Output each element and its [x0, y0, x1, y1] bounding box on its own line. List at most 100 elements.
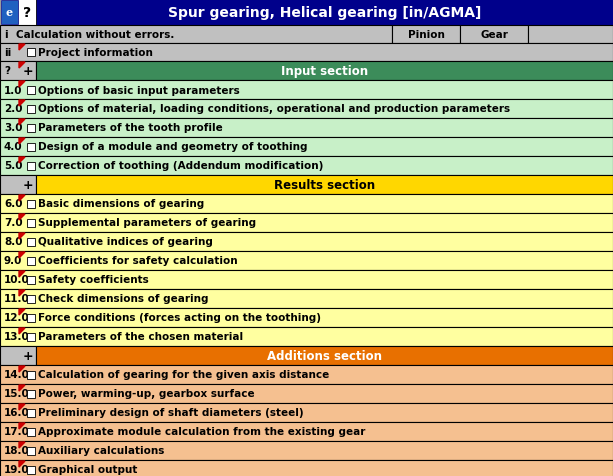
Text: Approximate module calculation from the existing gear: Approximate module calculation from the … — [38, 426, 365, 436]
Bar — [460, 26, 528, 44]
Text: +: + — [23, 349, 34, 362]
Polygon shape — [19, 45, 25, 51]
Text: Auxiliary calculations: Auxiliary calculations — [38, 446, 164, 456]
Text: 4.0: 4.0 — [4, 142, 23, 152]
Bar — [0, 441, 613, 460]
Text: 7.0: 7.0 — [4, 218, 23, 228]
Bar — [0, 365, 613, 384]
Text: 3.0: 3.0 — [4, 123, 23, 133]
Bar — [0, 384, 613, 403]
Bar — [0, 346, 36, 365]
Text: Additions section: Additions section — [267, 349, 382, 362]
Polygon shape — [19, 234, 25, 239]
Polygon shape — [19, 366, 25, 372]
Polygon shape — [19, 120, 25, 126]
Text: Options of basic input parameters: Options of basic input parameters — [38, 85, 240, 95]
Polygon shape — [19, 423, 25, 429]
Text: Safety coefficients: Safety coefficients — [38, 275, 149, 285]
Bar — [0, 119, 613, 138]
Text: Pinion: Pinion — [408, 30, 444, 40]
Bar — [0, 214, 613, 232]
Text: 15.0: 15.0 — [4, 389, 30, 399]
Text: ?: ? — [23, 6, 31, 20]
Polygon shape — [19, 82, 25, 88]
Bar — [0, 403, 613, 422]
Bar — [0, 308, 613, 327]
Bar — [0, 232, 613, 251]
Text: 2.0: 2.0 — [4, 104, 23, 114]
Text: 5.0: 5.0 — [4, 161, 23, 171]
Text: 10.0: 10.0 — [4, 275, 30, 285]
Text: Force conditions (forces acting on the toothing): Force conditions (forces acting on the t… — [38, 313, 321, 323]
Polygon shape — [19, 290, 25, 297]
Bar — [27, 333, 35, 341]
Bar — [27, 86, 35, 94]
Polygon shape — [19, 309, 25, 315]
Bar — [0, 0, 36, 26]
Bar — [392, 26, 460, 44]
Polygon shape — [19, 101, 25, 107]
Bar — [27, 49, 35, 57]
Polygon shape — [19, 461, 25, 467]
Text: Calculation of gearing for the given axis distance: Calculation of gearing for the given axi… — [38, 370, 329, 380]
Polygon shape — [19, 252, 25, 258]
Text: Graphical output: Graphical output — [38, 465, 137, 475]
Bar — [27, 124, 35, 132]
Text: Project information: Project information — [38, 48, 153, 58]
Bar — [27, 314, 35, 322]
Text: 9.0: 9.0 — [4, 256, 23, 266]
Bar — [528, 26, 613, 44]
Bar — [0, 138, 613, 157]
Bar — [27, 408, 35, 416]
Text: Power, warming-up, gearbox surface: Power, warming-up, gearbox surface — [38, 389, 254, 399]
Bar — [27, 143, 35, 151]
Text: +: + — [23, 65, 34, 78]
Polygon shape — [19, 139, 25, 145]
Polygon shape — [19, 158, 25, 164]
Text: Supplemental parameters of gearing: Supplemental parameters of gearing — [38, 218, 256, 228]
Bar — [27, 219, 35, 227]
Text: Design of a module and geometry of toothing: Design of a module and geometry of tooth… — [38, 142, 308, 152]
Text: 1.0: 1.0 — [4, 85, 23, 95]
Text: 6.0: 6.0 — [4, 199, 23, 209]
Bar — [36, 176, 613, 195]
Bar — [27, 466, 35, 474]
Text: Calculation without errors.: Calculation without errors. — [16, 30, 174, 40]
Polygon shape — [19, 271, 25, 278]
Text: 8.0: 8.0 — [4, 237, 23, 247]
Bar — [27, 446, 35, 455]
Bar — [27, 162, 35, 170]
Text: Coefficients for safety calculation: Coefficients for safety calculation — [38, 256, 238, 266]
Bar — [27, 200, 35, 208]
Bar — [0, 176, 36, 195]
Text: Check dimensions of gearing: Check dimensions of gearing — [38, 294, 208, 304]
Bar — [0, 157, 613, 176]
Bar — [27, 257, 35, 265]
Text: Gear: Gear — [480, 30, 508, 40]
Text: Options of material, loading conditions, operational and production parameters: Options of material, loading conditions,… — [38, 104, 510, 114]
Text: ii: ii — [4, 48, 11, 58]
Text: +: + — [23, 178, 34, 192]
Bar — [27, 276, 35, 284]
Bar — [0, 270, 613, 289]
Text: Preliminary design of shaft diameters (steel): Preliminary design of shaft diameters (s… — [38, 407, 303, 417]
Polygon shape — [19, 385, 25, 391]
Text: 11.0: 11.0 — [4, 294, 30, 304]
Bar — [36, 0, 613, 26]
Polygon shape — [19, 63, 25, 69]
Bar — [0, 327, 613, 346]
Text: 14.0: 14.0 — [4, 370, 30, 380]
Text: 13.0: 13.0 — [4, 332, 30, 342]
Bar — [1, 1, 18, 25]
Text: 16.0: 16.0 — [4, 407, 30, 417]
Text: Qualitative indices of gearing: Qualitative indices of gearing — [38, 237, 213, 247]
Bar — [36, 62, 613, 81]
Text: i: i — [4, 30, 7, 40]
Text: ?: ? — [4, 66, 10, 76]
Bar — [0, 100, 613, 119]
Text: Spur gearing, Helical gearing [in/AGMA]: Spur gearing, Helical gearing [in/AGMA] — [168, 6, 481, 20]
Polygon shape — [19, 196, 25, 201]
Bar — [0, 44, 613, 62]
Bar — [0, 62, 36, 81]
Text: Parameters of the chosen material: Parameters of the chosen material — [38, 332, 243, 342]
